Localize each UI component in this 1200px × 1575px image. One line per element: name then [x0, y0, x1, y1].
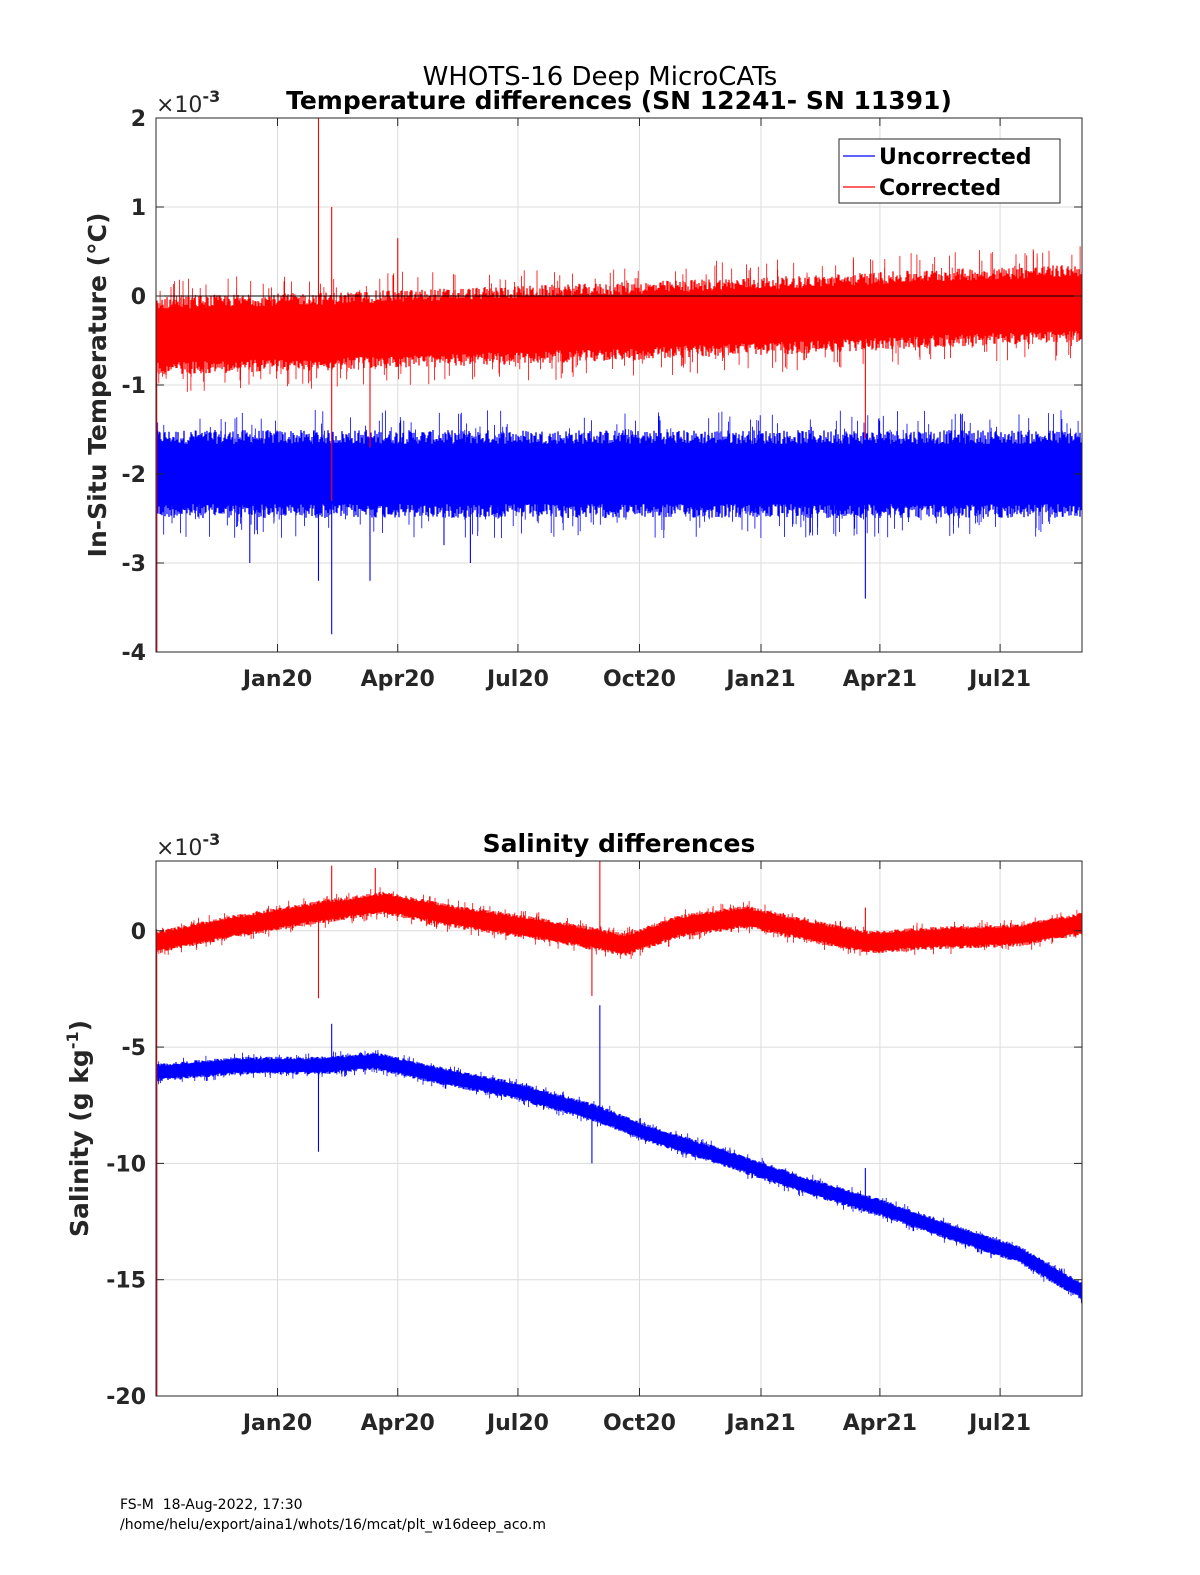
y-axis-label: In-Situ Temperature (°C) [83, 213, 112, 558]
x-tick-label: Apr20 [361, 667, 435, 692]
legend-label: Corrected [879, 176, 1001, 201]
y-tick-label: 1 [131, 196, 146, 221]
salinity-panel: -20 -15 -10 -5 0 Jan20 Apr20 Jul20 Oct20 Jan21 Apr… [63, 829, 1083, 1436]
legend-box [838, 138, 1061, 204]
x-tick-label: Apr20 [361, 1411, 435, 1436]
y-tick-label: 0 [131, 920, 146, 945]
x-tick-label: Jan20 [241, 1411, 312, 1436]
y-axis-label-text: Salinity (g kg [65, 1049, 94, 1237]
chart-title: Salinity differences [483, 829, 756, 858]
y-tick-label: -1 [122, 374, 146, 399]
exponent-label: ×10-3 [156, 830, 220, 861]
y-axis-label-text: In-Situ Temperature (°C) [83, 213, 112, 558]
y-tick-label: -2 [122, 463, 146, 488]
exponent-power: -3 [202, 87, 220, 106]
exponent-power: -3 [202, 830, 220, 849]
axes-box [155, 860, 1083, 1397]
y-axis-label-sup: -1 [63, 1031, 82, 1049]
series-whiskers-uncorrected [157, 410, 1081, 539]
temperature-panel: -4 -3 -2 -1 0 1 2 Jan20 Apr20 Jul20 Oct20 Jan21 Apr2… [83, 86, 1083, 692]
y-axis-label: Salinity (g kg-1) [63, 1020, 94, 1237]
series-band-corrected [156, 265, 1082, 375]
x-tick-label: Jan21 [724, 667, 795, 692]
series-whiskers-corrected [158, 246, 1081, 392]
series-whiskers-uncorrected [158, 1050, 1082, 1304]
y-tick-label: -20 [106, 1385, 146, 1410]
exponent-base: ×10 [156, 93, 202, 118]
x-tick-label: Jul21 [967, 667, 1031, 692]
y-tick-label: -10 [106, 1152, 146, 1177]
x-tick-label: Apr21 [843, 667, 917, 692]
legend-label: Uncorrected [879, 145, 1032, 170]
y-axis-label-tail: ) [65, 1020, 94, 1031]
y-tick-label: 2 [131, 107, 146, 132]
y-tick-label: -15 [106, 1269, 146, 1294]
y-tick-label: -5 [122, 1036, 146, 1061]
chart-title: Temperature differences (SN 12241- SN 11… [286, 86, 952, 115]
legend: Uncorrected Corrected [838, 138, 1061, 204]
exponent-base: ×10 [156, 836, 202, 861]
x-tick-label: Jul21 [967, 1411, 1031, 1436]
footer-timestamp: FS-M 18-Aug-2022, 17:30 [120, 1497, 303, 1513]
figure-suptitle: WHOTS-16 Deep MicroCATs [422, 62, 778, 92]
y-tick-label: -4 [122, 641, 146, 666]
exponent-label: ×10-3 [156, 87, 220, 118]
y-tick-label: -3 [122, 552, 146, 577]
x-tick-label: Jul20 [485, 1411, 549, 1436]
x-tick-label: Oct20 [603, 1411, 676, 1436]
footer-path: /home/helu/export/aina1/whots/16/mcat/pl… [120, 1517, 546, 1533]
x-tick-label: Jan21 [724, 1411, 795, 1436]
series-whiskers-corrected [156, 887, 1078, 959]
x-tick-label: Oct20 [603, 667, 676, 692]
x-tick-label: Jul20 [485, 667, 549, 692]
x-tick-label: Apr21 [843, 1411, 917, 1436]
y-tick-label: 0 [131, 285, 146, 310]
x-tick-label: Jan20 [241, 667, 312, 692]
series-band-uncorrected [156, 430, 1082, 518]
